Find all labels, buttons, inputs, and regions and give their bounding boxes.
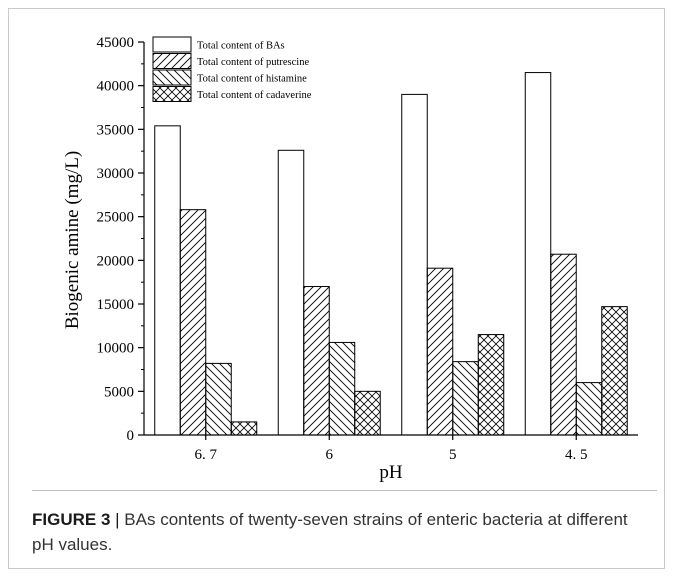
- legend-swatch-2: [152, 53, 192, 69]
- caption-divider: [32, 490, 657, 491]
- caption-label: FIGURE 3: [32, 510, 111, 529]
- y-tick-label-7: 35000: [97, 122, 135, 138]
- bar-1-1: [154, 125, 181, 436]
- axes-layer: 0 5000 10000 15000 20000 25000 30000 35000 40000…: [97, 35, 638, 463]
- y-tick-label-4: 20000: [97, 253, 135, 269]
- y-tick-label-8: 40000: [97, 79, 135, 95]
- y-tick-label-5: 25000: [97, 210, 135, 226]
- bar-3-1: [205, 362, 232, 436]
- x-tick-label-1: 6: [326, 447, 334, 463]
- legend-swatch-1: [152, 36, 192, 53]
- legend: Total content of BAs Total content of put…: [152, 36, 312, 102]
- bar-1-2: [277, 149, 305, 436]
- legend-label-3: Total content of histamine: [197, 74, 307, 85]
- x-axis-label: pH: [379, 462, 403, 483]
- y-axis-label: Biogenic amine (mg/L): [62, 151, 83, 329]
- bar-2-1: [179, 209, 207, 436]
- x-tick-label-2: 5: [449, 447, 457, 463]
- x-tick-label-3: 4. 5: [565, 447, 588, 463]
- bar-4-3: [477, 334, 505, 436]
- legend-swatch-3: [152, 69, 192, 86]
- y-tick-label-0: 0: [127, 428, 135, 444]
- y-tick-label-3: 15000: [97, 297, 135, 313]
- bar-4-1: [230, 421, 258, 436]
- bar-3-2: [328, 341, 356, 436]
- bar-chart: 0 5000 10000 15000 20000 25000 30000 35000 40000…: [62, 35, 638, 483]
- legend-label-1: Total content of BAs: [197, 41, 285, 52]
- bar-2-2: [303, 286, 330, 436]
- caption-separator: |: [115, 510, 120, 529]
- y-tick-label-6: 30000: [97, 166, 135, 182]
- y-tick-label-2: 10000: [97, 341, 135, 357]
- caption-text: BAs contents of twenty-seven strains of …: [32, 510, 628, 554]
- y-tick-label-1: 5000: [104, 384, 134, 400]
- legend-swatch-4: [152, 86, 192, 102]
- bar-4-2: [354, 390, 381, 436]
- legend-label-2: Total content of putrescine: [197, 57, 309, 68]
- bar-2-4: [550, 253, 577, 436]
- bar-4-4: [601, 306, 628, 436]
- bar-3-4: [575, 382, 603, 436]
- figure-caption: FIGURE 3 | BAs contents of twenty-seven …: [32, 507, 632, 557]
- bar-1-3: [401, 93, 428, 436]
- x-tick-label-0: 6. 7: [195, 447, 218, 463]
- bar-3-3: [452, 361, 479, 436]
- bar-1-4: [524, 72, 552, 436]
- bars-layer: [154, 72, 628, 436]
- y-tick-label-9: 45000: [97, 35, 135, 51]
- bar-2-3: [426, 267, 454, 436]
- legend-label-4: Total content of cadaverine: [197, 90, 312, 101]
